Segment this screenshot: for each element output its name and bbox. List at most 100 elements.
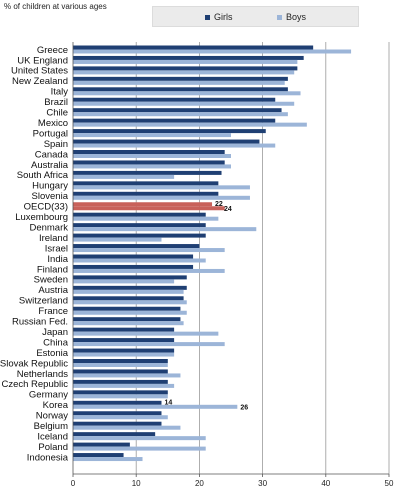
bar-boys-greece	[73, 49, 352, 54]
bar-girls-switzerland	[73, 296, 184, 301]
category-label-united-states: United States	[11, 66, 68, 77]
bar-boys-poland	[73, 446, 206, 451]
data-label-boys-oecd-33: 24	[224, 206, 232, 213]
category-label-italy: Italy	[51, 87, 69, 98]
bar-girls-china	[73, 338, 175, 343]
category-label-sweden: Sweden	[34, 275, 68, 286]
data-label-boys-korea: 26	[240, 404, 248, 411]
category-label-russian-fed: Russian Fed.	[12, 317, 68, 328]
category-label-china: China	[43, 337, 69, 348]
bar-boys-mexico	[73, 122, 307, 127]
category-label-oecd-33: OECD(33)	[24, 202, 68, 213]
bar-girls-italy	[73, 87, 288, 92]
bar-girls-united-states	[73, 66, 298, 71]
bar-boys-estonia	[73, 352, 175, 357]
bar-girls-spain	[73, 139, 260, 144]
bar-boys-india	[73, 258, 206, 263]
category-label-portugal: Portugal	[33, 128, 68, 139]
bar-girls-indonesia	[73, 453, 124, 458]
x-tick-label-0: 0	[71, 479, 76, 488]
bar-girls-norway	[73, 411, 162, 416]
category-label-indonesia: Indonesia	[27, 452, 69, 463]
bar-girls-india	[73, 254, 194, 259]
bar-girls-finland	[73, 264, 194, 269]
bar-girls-denmark	[73, 223, 206, 228]
category-label-south-africa: South Africa	[17, 170, 69, 181]
bar-girls-south-africa	[73, 170, 222, 175]
bar-boys-new-zealand	[73, 80, 285, 85]
bar-boys-korea	[73, 404, 238, 409]
data-label-girls-oecd-33: 22	[215, 201, 223, 208]
category-label-austria: Austria	[38, 285, 68, 296]
bar-boys-slovak-republic	[73, 363, 168, 367]
category-label-uk-england: UK England	[17, 55, 68, 66]
bar-girls-luxembourg	[73, 212, 206, 217]
category-label-spain: Spain	[44, 139, 68, 150]
bar-girls-uk-england	[73, 55, 304, 60]
bar-boys-italy	[73, 91, 301, 96]
bar-girls-iceland	[73, 432, 156, 437]
category-label-france: France	[38, 306, 68, 317]
bar-boys-hungary	[73, 185, 250, 190]
bar-boys-denmark	[73, 227, 257, 232]
bar-boys-brazil	[73, 101, 295, 106]
x-tick-label-40: 40	[321, 479, 330, 488]
category-label-chile: Chile	[46, 108, 68, 119]
category-label-belgium: Belgium	[34, 421, 68, 432]
bar-boys-oecd-33	[73, 206, 225, 211]
category-label-finland: Finland	[37, 264, 68, 275]
bar-girls-czech-republic	[73, 379, 168, 384]
bar-girls-slovak-republic	[73, 359, 168, 363]
bar-boys-portugal	[73, 133, 231, 138]
bar-girls-estonia	[73, 348, 175, 353]
category-label-canada: Canada	[35, 149, 69, 160]
bar-girls-korea	[73, 400, 162, 405]
bar-boys-japan	[73, 331, 219, 336]
legend-swatch-boys	[277, 14, 282, 20]
category-label-iceland: Iceland	[37, 431, 68, 442]
bar-girls-austria	[73, 285, 187, 290]
bar-boys-united-states	[73, 70, 295, 75]
bar-boys-iceland	[73, 436, 206, 441]
category-label-hungary: Hungary	[32, 181, 68, 192]
legend-item-boys: Boys	[277, 12, 306, 22]
category-label-czech-republic: Czech Republic	[1, 379, 68, 390]
bar-girls-canada	[73, 150, 225, 154]
bar-girls-germany	[73, 390, 168, 395]
category-label-poland: Poland	[38, 442, 68, 453]
bar-girls-belgium	[73, 421, 162, 426]
bar-girls-israel	[73, 244, 200, 249]
bar-boys-uk-england	[73, 59, 298, 64]
bar-girls-ireland	[73, 233, 206, 238]
bar-boys-canada	[73, 154, 231, 158]
category-label-new-zealand: New Zealand	[12, 76, 68, 87]
bar-girls-greece	[73, 45, 314, 50]
category-label-korea: Korea	[43, 400, 69, 411]
legend-label-girls: Girls	[214, 12, 233, 22]
category-label-denmark: Denmark	[29, 222, 68, 233]
bar-girls-brazil	[73, 97, 276, 102]
bar-boys-norway	[73, 415, 168, 420]
bar-boys-chile	[73, 112, 288, 117]
bar-girls-france	[73, 306, 181, 311]
category-label-japan: Japan	[42, 327, 68, 338]
x-tick-label-50: 50	[385, 479, 394, 488]
bar-boys-germany	[73, 394, 168, 399]
bar-girls-russian-fed	[73, 317, 181, 322]
legend-item-girls: Girls	[205, 12, 233, 22]
category-label-slovak-republic: Slovak Republic	[0, 358, 68, 369]
category-label-slovenia: Slovenia	[32, 191, 69, 202]
bar-girls-australia	[73, 160, 225, 165]
bar-boys-switzerland	[73, 300, 187, 305]
category-label-australia: Australia	[31, 160, 69, 171]
bar-boys-south-africa	[73, 174, 175, 179]
bar-boys-spain	[73, 143, 276, 148]
category-label-greece: Greece	[37, 45, 68, 56]
bar-boys-australia	[73, 164, 231, 169]
category-label-germany: Germany	[29, 390, 68, 401]
category-label-israel: Israel	[45, 243, 68, 254]
category-label-mexico: Mexico	[38, 118, 68, 129]
bar-girls-hungary	[73, 181, 219, 186]
category-label-ireland: Ireland	[39, 233, 68, 244]
